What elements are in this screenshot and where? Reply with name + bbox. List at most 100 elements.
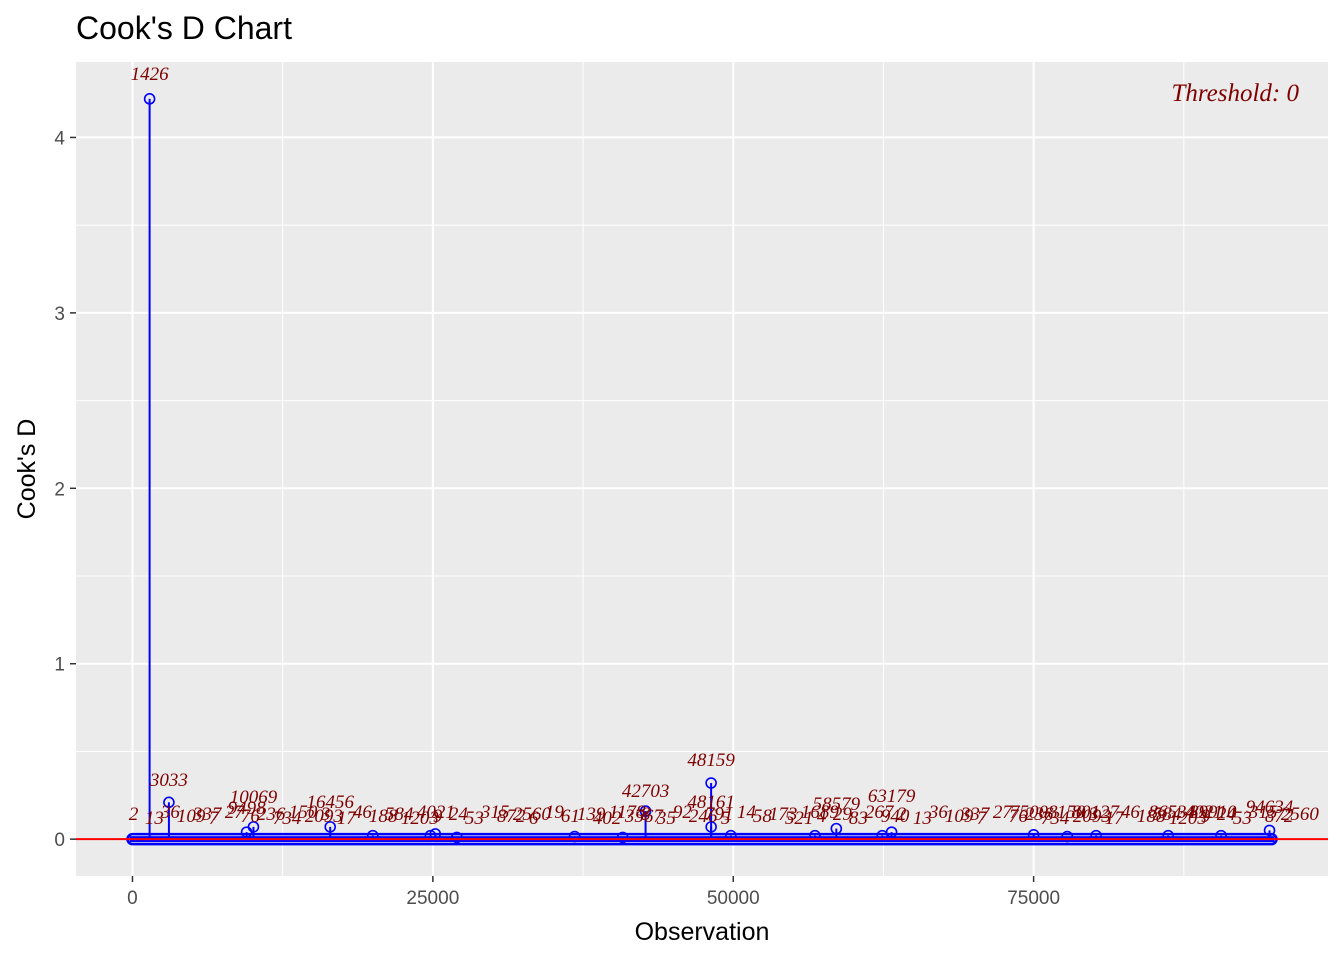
point-label: 315 (480, 802, 510, 823)
point-label: 10069 (230, 787, 278, 808)
point (885, 826, 898, 838)
point (1215, 829, 1227, 842)
grid-major (76, 62, 1328, 876)
point (1263, 824, 1276, 837)
y-tick-label: 3 (54, 304, 65, 325)
point-label: 61 (561, 806, 580, 827)
point-label: 1426 (131, 64, 170, 85)
point-label: 6 (529, 808, 539, 829)
point-label: 36 (928, 802, 949, 823)
point-label: 1203 (1169, 808, 1207, 829)
point-label: 4 (817, 806, 827, 827)
point-label: 35 (656, 808, 676, 829)
point (163, 796, 175, 809)
point-label: 24 (1217, 804, 1237, 825)
y-tick-label: 1 (54, 655, 65, 676)
point-label: 94634 (1246, 797, 1294, 818)
point-label: 86534 (1148, 802, 1196, 823)
point (639, 805, 652, 817)
point-label: 8 (641, 804, 651, 825)
point-label: 2 (897, 804, 907, 825)
point-label: 14 (737, 802, 757, 823)
point-label: 13 (913, 808, 932, 829)
point-label: 76 (1009, 806, 1029, 827)
point-label: 940 (881, 806, 910, 827)
point-label: 27 (225, 802, 246, 823)
point (830, 822, 843, 835)
point-label: 7 (977, 808, 988, 829)
point-label: 521 (785, 808, 814, 829)
point-label: 48159 (687, 750, 735, 771)
point-label: 19 (545, 802, 565, 823)
x-tick-label: 75000 (1007, 888, 1060, 909)
x-tick-label: 50000 (707, 888, 760, 909)
point-label: 584 (385, 804, 414, 825)
grid-minor (76, 62, 1328, 876)
point-label: 36 (160, 802, 181, 823)
x-tick-label: 25000 (406, 888, 459, 909)
point-label: 584 (1153, 804, 1182, 825)
point-label: 89910 (1189, 802, 1237, 823)
point-label: 58579 (813, 794, 861, 815)
point-label: 17 (337, 808, 358, 829)
point-label: 29 (833, 804, 853, 825)
point-label: 402 (593, 808, 622, 829)
point-label: 109 (177, 806, 206, 827)
point (1162, 829, 1174, 842)
point (247, 821, 260, 833)
point-label: 1178 (609, 802, 646, 823)
x-axis-title: Observation (635, 918, 770, 946)
point-label: 53 (465, 808, 484, 829)
point-label: 9 (433, 806, 443, 827)
point (366, 829, 379, 842)
point-label: 63179 (868, 786, 916, 807)
point (705, 777, 717, 789)
point-label: 337 (192, 804, 223, 825)
point-label: 1203 (401, 808, 439, 829)
point-label: 236 (1025, 804, 1054, 825)
point-label: 16456 (306, 792, 354, 813)
y-tick-label: 0 (54, 830, 65, 851)
point (809, 829, 821, 842)
y-axis-title: Cook's D (13, 419, 41, 520)
point-label: 2 (129, 804, 139, 825)
point-label: 1689 (801, 802, 840, 823)
point (616, 831, 629, 844)
point-label: 791 (705, 804, 734, 825)
chart-title: Cook's D Chart (76, 10, 292, 46)
point (1061, 830, 1074, 843)
threshold-label: Threshold: 0 (1171, 80, 1299, 107)
point-label: 9498 (228, 798, 267, 819)
point-label: 48161 (687, 792, 735, 813)
point-label: 872 (497, 806, 526, 827)
x-tick-label: 0 (127, 888, 138, 909)
point-label: 92 (673, 802, 693, 823)
x-axis: 0 25000 50000 75000 (127, 876, 1060, 909)
point-label: 267 (865, 802, 895, 823)
point-label: 3 (320, 804, 331, 825)
point-label: 53 (1233, 808, 1252, 829)
point-label: 76 (241, 806, 260, 827)
point-label: 2560 (1281, 804, 1320, 825)
point-label: 24 (449, 804, 469, 825)
point-label: 188 (1137, 806, 1166, 827)
point-label: 150 (1057, 802, 1086, 823)
point-label: 173 (769, 804, 798, 825)
y-tick-label: 4 (54, 128, 65, 149)
point-label: 872 (1265, 806, 1294, 827)
point-label: 236 (257, 804, 286, 825)
point-label: 3033 (149, 770, 188, 791)
point-label: 734 (1041, 808, 1070, 829)
point-label: 46 (353, 802, 373, 823)
point-label: 139 (577, 804, 606, 825)
point-label: 27 (993, 802, 1014, 823)
plot-panel (76, 62, 1328, 876)
point-label: 42703 (622, 781, 670, 802)
point-label: 109 (945, 806, 974, 827)
point-label: 83 (849, 808, 868, 829)
point-label: 3567 (624, 806, 665, 827)
point-label: 58 (753, 806, 773, 827)
point-label: 246 (689, 806, 718, 827)
y-tick-label: 2 (54, 479, 65, 500)
